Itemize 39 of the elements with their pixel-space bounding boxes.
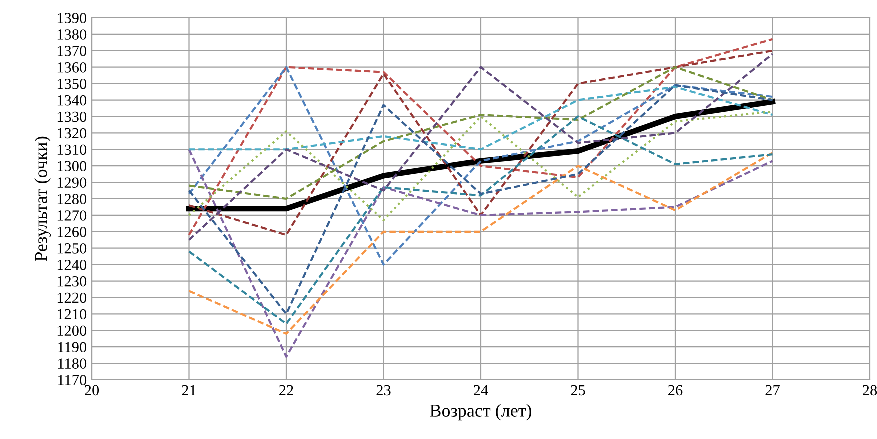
y-tick-label: 1170 — [58, 375, 87, 386]
y-tick-label: 1200 — [58, 326, 87, 336]
y-tick-label: 1240 — [58, 260, 87, 270]
y-tick-label: 1210 — [58, 309, 87, 320]
y-tick-label: 1280 — [58, 194, 87, 204]
line-series — [188, 66, 774, 200]
y-tick-label: 1220 — [58, 292, 87, 304]
y-tick-label: 1290 — [58, 178, 87, 188]
y-tick-label: 1190 — [58, 342, 87, 353]
line-series — [188, 66, 774, 266]
y-tick-label: 1330 — [58, 112, 87, 122]
x-tick-label: 26 — [668, 385, 683, 396]
y-tick-label: 1380 — [58, 30, 87, 40]
line-series — [188, 116, 774, 326]
y-tick-label: 1340 — [58, 95, 87, 106]
y-axis-title: Результат (очки) — [34, 136, 52, 262]
y-tick-label: 1360 — [58, 62, 87, 73]
x-tick-label: 21 — [182, 385, 196, 396]
y-tick-label: 1270 — [58, 210, 87, 221]
y-tick-label: 1350 — [58, 78, 87, 90]
x-tick-label: 20 — [85, 385, 100, 396]
y-tick-label: 1390 — [58, 13, 87, 24]
y-tick-label: 1180 — [58, 358, 87, 369]
y-tick-label: 1370 — [58, 46, 87, 56]
y-tick-label: 1260 — [58, 227, 87, 238]
x-axis-title: Возраст (лет) — [430, 404, 532, 421]
line-series — [188, 86, 774, 151]
x-tick-label: 23 — [376, 385, 391, 396]
x-tick-label: 25 — [571, 385, 586, 396]
x-tick-label: 24 — [474, 385, 488, 396]
x-tick-label: 28 — [863, 385, 877, 396]
y-tick-label: 1320 — [58, 128, 87, 139]
line-series — [188, 84, 774, 316]
x-tick-label: 22 — [280, 385, 294, 396]
y-tick-label: 1310 — [58, 144, 87, 156]
y-tick-label: 1230 — [58, 276, 87, 287]
x-tick-label: 27 — [766, 385, 780, 396]
y-tick-label: 1250 — [58, 244, 87, 254]
y-tick-label: 1300 — [58, 161, 87, 172]
